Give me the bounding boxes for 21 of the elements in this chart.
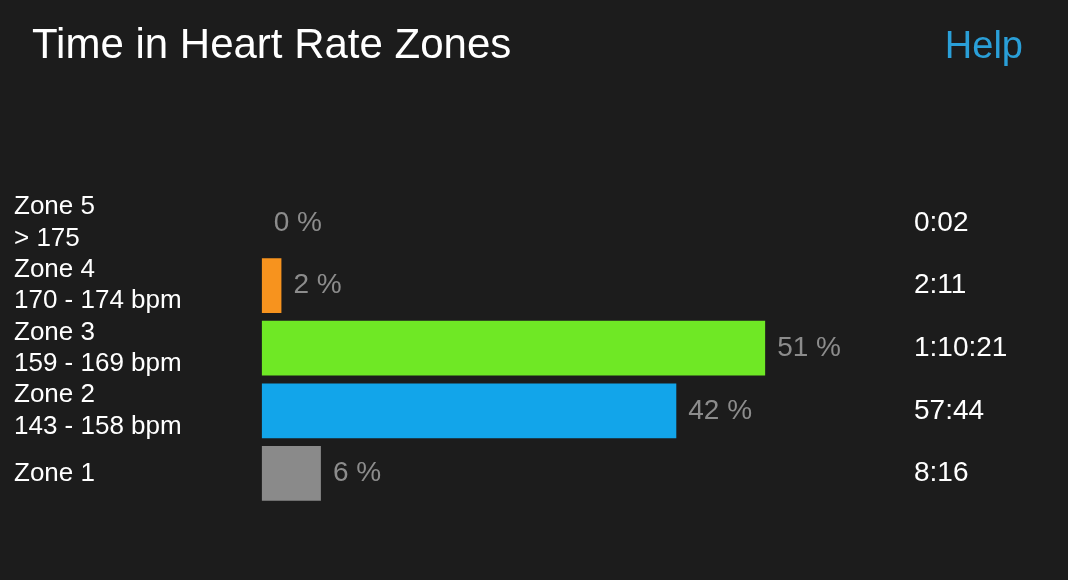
text: 8:16 bbox=[914, 456, 969, 488]
data-label: 51 % bbox=[777, 330, 841, 362]
y-tick-label: Zone 2 143 - 158 bpm bbox=[14, 378, 182, 440]
text: Help bbox=[944, 24, 1023, 67]
data-label: 0 % bbox=[273, 205, 322, 237]
bar bbox=[261, 446, 321, 501]
y-tick-label: Zone 3 159 - 169 bpm bbox=[14, 315, 182, 377]
bar bbox=[261, 320, 766, 376]
text: 2:11 bbox=[914, 268, 967, 300]
text: 57:44 bbox=[914, 393, 985, 425]
text: 0:02 bbox=[914, 205, 969, 237]
y-tick-label: Zone 5 > 175 bbox=[14, 190, 95, 252]
data-label: 6 % bbox=[332, 456, 382, 488]
bar bbox=[261, 383, 677, 439]
data-label: 2 % bbox=[293, 268, 342, 300]
y-tick-label: Zone 1 bbox=[14, 456, 95, 487]
text: 1:10:21 bbox=[914, 330, 1008, 362]
y-tick-label: Zone 4 170 - 174 bpm bbox=[14, 253, 182, 315]
bar bbox=[261, 258, 282, 313]
chart-title: Time in Heart Rate Zones bbox=[32, 20, 512, 68]
data-label: 42 % bbox=[688, 393, 753, 425]
